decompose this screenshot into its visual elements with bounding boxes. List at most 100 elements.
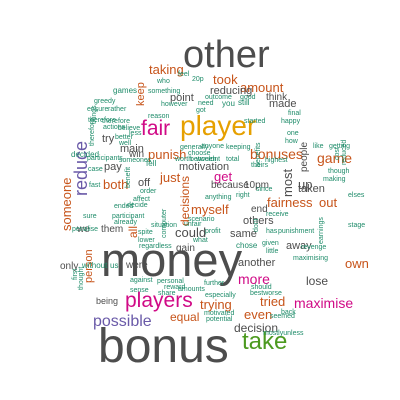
word-money: money — [101, 233, 243, 286]
word-getting: getting — [329, 143, 351, 150]
word-making: making — [323, 176, 346, 183]
word-pay: pay — [104, 161, 122, 173]
word-people: people — [299, 141, 310, 172]
word-profit: profit — [205, 228, 221, 235]
word-especially: especially — [205, 292, 236, 299]
word-wouldnt: wouldnt — [196, 156, 221, 163]
word-situation: situation — [151, 222, 178, 229]
word-equal: equal — [170, 310, 200, 324]
word-amount: amount — [240, 80, 284, 95]
word-believe: believe — [118, 125, 141, 132]
word-things: things — [91, 105, 98, 124]
word-unfair: unfair — [184, 221, 202, 228]
word-fast: fast — [89, 182, 101, 189]
word-punish: punish — [148, 147, 187, 162]
word-others: others — [243, 215, 274, 227]
word-between: between — [190, 156, 217, 163]
word-dont: dont — [253, 218, 260, 232]
word-affect: affect — [133, 196, 150, 203]
word-tried: tried — [260, 294, 286, 309]
word-10pm: 10pm — [244, 180, 270, 191]
word-regardless: regardless — [139, 243, 172, 250]
word-less: less — [129, 130, 142, 137]
word-gain: gain — [176, 243, 195, 254]
word-most: most — [280, 168, 295, 197]
word-main: main — [120, 143, 144, 155]
word-benefit: benefit — [125, 166, 132, 188]
word-fair: fair — [141, 117, 171, 140]
word-reason: reason — [148, 113, 170, 120]
word-revenge: revenge — [301, 244, 327, 251]
word-end: end — [251, 204, 268, 215]
word-being: being — [96, 296, 119, 306]
word-well: well — [119, 140, 132, 147]
word-has: has — [266, 228, 278, 235]
word-more: more — [238, 271, 270, 287]
word-someones: someones — [119, 157, 152, 164]
word-feel: feel — [178, 71, 190, 78]
word-get: get — [214, 169, 233, 184]
word-someone: someone — [59, 177, 74, 231]
word-other: other — [183, 34, 270, 76]
word-actions: actions — [103, 124, 126, 131]
word-fairness: fairness — [267, 195, 313, 210]
word-decided: decided — [71, 150, 100, 159]
word-punishment: punishment — [278, 228, 315, 235]
word-sense: sense — [130, 287, 149, 294]
word-participants: participants — [87, 155, 123, 162]
word-case: case — [88, 166, 103, 173]
word-same: same — [230, 228, 257, 240]
word-amounts: amounts — [178, 286, 205, 293]
word-ensure: ensure — [87, 106, 109, 113]
word-cost: cost — [334, 147, 341, 160]
word-you: you — [222, 99, 235, 108]
word-better: better — [115, 134, 133, 141]
word-because: because — [211, 180, 249, 191]
word-point: point — [170, 92, 194, 104]
word-reward: reward — [164, 284, 186, 291]
word-game: game — [317, 150, 353, 166]
word-taken: taken — [298, 183, 325, 195]
word-should: should — [251, 284, 272, 291]
word-lose: lose — [306, 274, 329, 288]
word-anyone: anyone — [201, 143, 224, 150]
word-anything: anything — [205, 194, 232, 201]
word-another: another — [238, 257, 276, 269]
word-games: games — [113, 86, 138, 95]
word-seemed: seemed — [270, 313, 295, 320]
word-order: order — [140, 188, 157, 195]
word-we: we — [77, 224, 90, 235]
word-both: both — [103, 177, 129, 192]
word-outcome: outcome — [205, 94, 232, 101]
word-earnings: earnings — [318, 217, 325, 244]
word-greedy: greedy — [94, 98, 116, 105]
word-even: even — [244, 307, 273, 322]
word-like: like — [313, 143, 324, 150]
word-elses: elses — [348, 192, 365, 199]
word-ended: ended — [114, 203, 134, 210]
word-participant: participant — [112, 213, 145, 220]
word-bonus: bonus — [98, 320, 229, 373]
word-need: need — [198, 100, 214, 107]
word-generally: generally — [180, 144, 209, 151]
word-good: good — [240, 94, 256, 101]
word-player: player — [180, 110, 257, 141]
word-further: further — [204, 280, 225, 287]
word-away: away — [286, 240, 312, 252]
word-got: got — [196, 107, 206, 114]
word-just: just — [160, 170, 181, 185]
word-motivated: motivated — [204, 310, 235, 317]
word-theirs: theirs — [251, 162, 269, 169]
word-were: were — [126, 260, 148, 271]
word-without: without — [82, 261, 108, 270]
word-took: took — [213, 72, 238, 87]
word-made: made — [269, 98, 297, 110]
word-personal: personal — [157, 278, 184, 285]
word-off: off — [138, 177, 151, 189]
word-maximising: maximising — [293, 255, 329, 262]
word-who: who — [157, 78, 170, 85]
word-share: share — [158, 290, 176, 297]
word-therefore-3: therefore — [102, 118, 131, 125]
word-out: out — [319, 195, 338, 210]
